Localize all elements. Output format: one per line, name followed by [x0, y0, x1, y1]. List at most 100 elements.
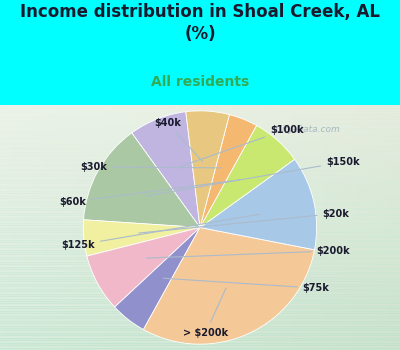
Bar [264, 105, 268, 350]
Bar [52, 105, 56, 350]
Bar [92, 105, 96, 350]
Bar [140, 105, 144, 350]
Bar [0, 279, 400, 281]
Bar [0, 178, 400, 181]
Bar [248, 105, 252, 350]
Bar [124, 105, 128, 350]
Wedge shape [132, 112, 200, 228]
Bar [220, 105, 224, 350]
Bar [0, 122, 400, 125]
Bar [8, 105, 12, 350]
Bar [0, 139, 400, 142]
Bar [116, 105, 120, 350]
Bar [76, 105, 80, 350]
Bar [156, 105, 160, 350]
Bar [352, 105, 356, 350]
Bar [132, 105, 136, 350]
Bar [236, 105, 240, 350]
Bar [0, 156, 400, 159]
Wedge shape [84, 133, 200, 228]
Bar [0, 147, 400, 149]
Bar [0, 201, 400, 203]
Bar [0, 186, 400, 188]
Bar [388, 105, 392, 350]
Bar [344, 105, 348, 350]
Bar [0, 107, 400, 110]
Bar [280, 105, 284, 350]
Bar [12, 105, 16, 350]
Bar [0, 284, 400, 286]
Bar [0, 196, 400, 198]
Wedge shape [83, 220, 200, 256]
Bar [0, 223, 400, 225]
Bar [0, 105, 4, 350]
Bar [268, 105, 272, 350]
Bar [292, 105, 296, 350]
Bar [0, 174, 400, 176]
Text: $30k: $30k [80, 162, 221, 172]
Bar [4, 105, 8, 350]
Bar [100, 105, 104, 350]
Bar [212, 105, 216, 350]
Bar [380, 105, 384, 350]
Bar [0, 235, 400, 237]
Bar [96, 105, 100, 350]
Bar [0, 205, 400, 208]
Bar [60, 105, 64, 350]
Bar [0, 228, 400, 230]
Bar [44, 105, 48, 350]
Bar [108, 105, 112, 350]
Bar [84, 105, 88, 350]
Bar [128, 105, 132, 350]
Bar [0, 286, 400, 289]
Bar [104, 105, 108, 350]
Bar [228, 105, 232, 350]
Bar [316, 105, 320, 350]
Bar [328, 105, 332, 350]
Bar [304, 105, 308, 350]
Bar [296, 105, 300, 350]
Bar [356, 105, 360, 350]
Bar [0, 318, 400, 321]
Text: $150k: $150k [147, 157, 360, 196]
Bar [0, 130, 400, 132]
Bar [0, 213, 400, 215]
Bar [0, 112, 400, 115]
Bar [0, 169, 400, 171]
Bar [24, 105, 28, 350]
Bar [224, 105, 228, 350]
Bar [284, 105, 288, 350]
Bar [0, 166, 400, 169]
Bar [172, 105, 176, 350]
Bar [0, 154, 400, 156]
Bar [120, 105, 124, 350]
Bar [0, 296, 400, 299]
Text: $20k: $20k [139, 209, 349, 233]
Bar [144, 105, 148, 350]
Bar [0, 144, 400, 147]
Bar [0, 323, 400, 326]
Bar [260, 105, 264, 350]
Bar [208, 105, 212, 350]
Bar [0, 264, 400, 267]
Bar [0, 120, 400, 122]
Bar [112, 105, 116, 350]
Bar [0, 267, 400, 269]
Bar [184, 105, 188, 350]
Bar [0, 345, 400, 348]
Bar [204, 105, 208, 350]
Bar [164, 105, 168, 350]
Bar [0, 159, 400, 161]
Bar [336, 105, 340, 350]
Bar [0, 303, 400, 306]
Bar [0, 340, 400, 343]
Bar [364, 105, 368, 350]
Bar [216, 105, 220, 350]
Bar [0, 232, 400, 235]
Bar [0, 176, 400, 178]
Bar [0, 117, 400, 120]
Bar [0, 262, 400, 264]
Bar [320, 105, 324, 350]
Text: $40k: $40k [154, 118, 202, 161]
Bar [0, 127, 400, 130]
